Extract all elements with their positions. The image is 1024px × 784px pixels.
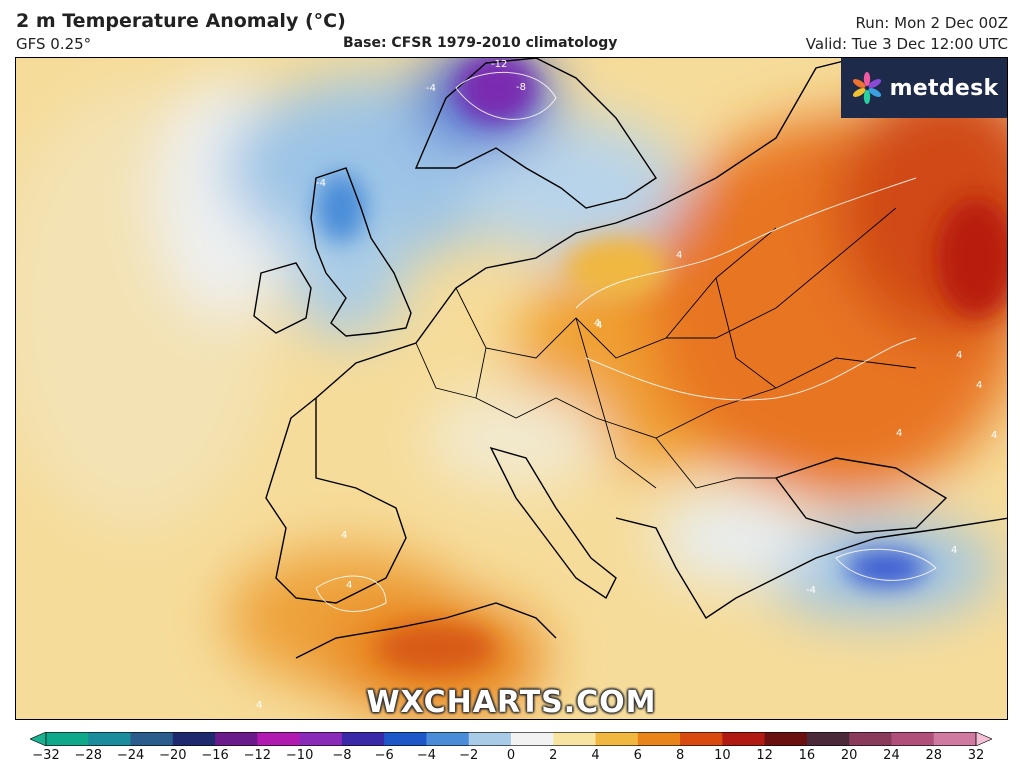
scale-tick-label: −32 <box>32 748 60 763</box>
contour-label: 4 <box>956 350 962 361</box>
scale-segment <box>257 732 301 746</box>
country-borders <box>415 207 917 489</box>
contour-label: -4 <box>806 585 816 596</box>
model-label: GFS 0.25° <box>16 35 92 53</box>
contour-label: 4 <box>594 318 600 329</box>
anomaly-field-detail <box>316 58 1007 673</box>
brand-name: metdesk <box>889 75 999 101</box>
contour-label: -12 <box>491 59 507 70</box>
scale-tick-label: −12 <box>243 748 272 763</box>
scale-tick-label: 4 <box>591 748 600 763</box>
scale-end-cold <box>30 732 47 746</box>
metdesk-logo: metdesk <box>841 58 1007 118</box>
anomaly-contours <box>315 71 937 612</box>
scale-segment <box>595 732 639 746</box>
scale-segment <box>722 732 766 746</box>
contour-label: 4 <box>951 545 957 556</box>
scale-tick-label: −8 <box>332 748 352 763</box>
contour-label: 4 <box>341 530 347 541</box>
scale-segment <box>468 732 512 746</box>
scale-tick-label: 10 <box>714 748 731 763</box>
scale-tick-label: 0 <box>506 748 516 763</box>
scale-segment <box>299 732 343 746</box>
contour-label: 4 <box>596 320 602 331</box>
scale-tick-label: 20 <box>840 748 858 763</box>
scale-segment <box>806 732 850 746</box>
scale-segment <box>88 732 132 746</box>
scale-tick-label: −28 <box>74 748 102 763</box>
scale-segment <box>637 732 681 746</box>
scale-tick-label: 2 <box>549 748 558 763</box>
scale-tick-label: 28 <box>925 748 942 763</box>
scale-segment <box>426 732 470 746</box>
scale-tick-label: −10 <box>285 748 314 763</box>
scale-tick-label: −16 <box>201 748 229 763</box>
scale-segment <box>553 732 597 746</box>
scale-segment <box>130 732 174 746</box>
scale-tick-label: 16 <box>798 748 816 763</box>
scale-tick-label: 6 <box>633 748 642 763</box>
scale-end-warm <box>975 732 992 746</box>
scale-segment <box>891 732 935 746</box>
scale-frame <box>45 732 977 746</box>
scale-segment <box>172 732 216 746</box>
scale-tick-label: 24 <box>883 748 900 763</box>
wxcharts-watermark: WXCHARTS.COM <box>366 685 657 720</box>
scale-tick-label: −4 <box>416 748 437 763</box>
scale-segment <box>764 732 808 746</box>
scale-tick-label: −20 <box>159 748 187 763</box>
valid-time-label: Valid: Tue 3 Dec 12:00 UTC <box>805 35 1008 53</box>
contour-labels: -12 -8 -4 -4 -4 4 4 4 4 4 4 4 4 4 4 4 <box>256 59 997 711</box>
contour-label: -8 <box>516 82 526 93</box>
scale-segment <box>511 732 554 746</box>
scale-segment <box>215 732 258 746</box>
run-time-label: Run: Mon 2 Dec 00Z <box>855 14 1008 32</box>
temperature-anomaly-map: -12 -8 -4 -4 -4 4 4 4 4 4 4 4 4 4 4 4 <box>15 57 1008 720</box>
contour-label: 4 <box>676 250 682 261</box>
scale-tick-label: −2 <box>459 748 479 763</box>
scale-tick-label: −24 <box>116 748 145 763</box>
scale-segment <box>46 732 89 746</box>
contour-label: 4 <box>256 700 262 711</box>
anomaly-field <box>16 58 1007 718</box>
scale-tick-label: 8 <box>675 748 685 763</box>
scale-tick-label: 12 <box>756 748 773 763</box>
scale-segment <box>341 732 385 746</box>
color-scale-bar <box>30 732 992 746</box>
map-canvas: -12 -8 -4 -4 -4 4 4 4 4 4 4 4 4 4 4 4 <box>16 58 1007 719</box>
contour-label: -4 <box>316 178 326 189</box>
scale-tick-label: −6 <box>374 748 394 763</box>
scale-tick-label: 32 <box>967 748 985 763</box>
scale-segment <box>849 732 892 746</box>
scale-segment <box>933 732 977 746</box>
scale-segment <box>384 732 427 746</box>
contour-label: 4 <box>976 380 982 391</box>
pinwheel-logo-icon <box>852 72 881 104</box>
contour-label: 4 <box>896 428 902 439</box>
color-scale-labels: −32 −28 −24 −20 −16 −12 −10 −8 −6 −4 −2 0 2 4 6 8 10 12 16… <box>0 748 1024 772</box>
scale-segment <box>680 732 723 746</box>
contour-label: 4 <box>346 580 352 591</box>
contour-label: -4 <box>426 83 436 94</box>
contour-label: 4 <box>991 430 997 441</box>
climatology-base-label: Base: CFSR 1979-2010 climatology <box>343 35 618 51</box>
map-title: 2 m Temperature Anomaly (°C) <box>16 10 346 32</box>
